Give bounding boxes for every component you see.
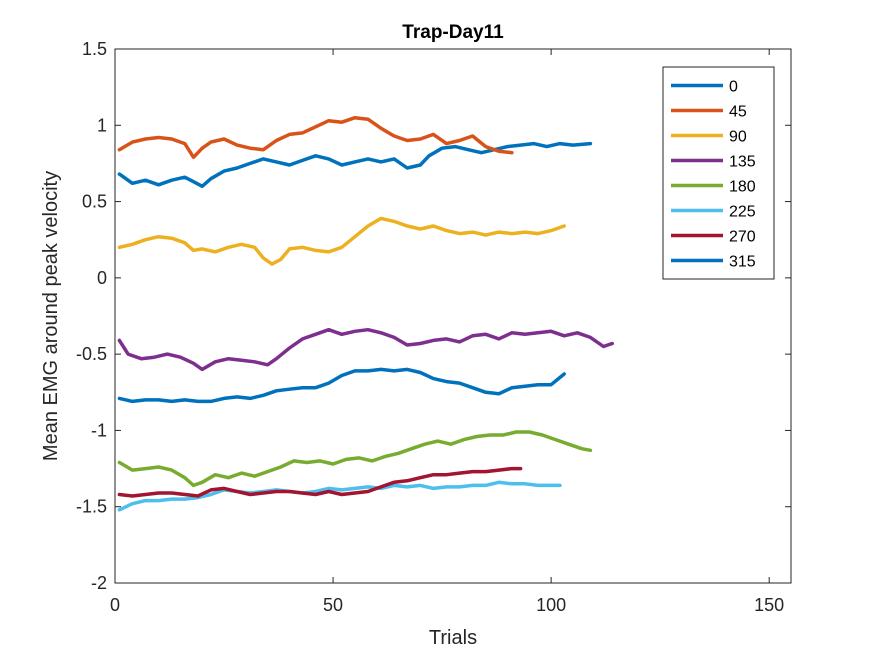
y-tick-label: 0.5 (82, 192, 107, 212)
axes-box (114, 48, 792, 584)
y-tick-label: -2 (91, 573, 107, 593)
series-group (117, 115, 614, 512)
x-tick-label: 150 (754, 595, 784, 615)
legend-label-0: 0 (729, 79, 738, 96)
legend-label-270: 270 (729, 229, 756, 246)
x-tick-label: 100 (536, 595, 566, 615)
y-tick-label: -1.5 (76, 497, 107, 517)
y-axis-label: Mean EMG around peak velocity (40, 171, 62, 461)
series-line-270 (117, 466, 523, 498)
legend: 0 45 90 135 180 225 270 315 (662, 66, 775, 280)
legend-label-45: 45 (729, 104, 747, 121)
series-line-225 (117, 480, 562, 512)
series-line-180 (117, 430, 593, 488)
series-line-0 (117, 141, 593, 189)
y-tick-label: 0 (97, 268, 107, 288)
chart-title: Trap-Day11 (402, 22, 504, 43)
legend-label-90: 90 (729, 129, 747, 146)
axes-group (114, 48, 792, 584)
y-tick-label: -1 (91, 420, 107, 440)
y-tick-label: -0.5 (76, 344, 107, 364)
legend-box (662, 66, 775, 280)
series-line-315 (117, 367, 566, 404)
x-tick-label: 50 (323, 595, 343, 615)
x-tick-label: 0 (110, 595, 120, 615)
y-tick-label: 1 (97, 115, 107, 135)
legend-label-225: 225 (729, 204, 756, 221)
x-tick-labels: 0 50 100 150 (110, 595, 784, 615)
legend-label-315: 315 (729, 254, 756, 271)
series-line-45 (117, 115, 514, 160)
series-line-90 (117, 216, 566, 266)
series-line-135 (117, 327, 614, 372)
legend-label-180: 180 (729, 179, 756, 196)
x-axis-label: Trials (429, 627, 477, 649)
y-tick-labels: -2 -1.5 -1 -0.5 0 0.5 1 1.5 (76, 39, 107, 593)
y-tick-label: 1.5 (82, 39, 107, 59)
legend-label-135: 135 (729, 154, 756, 171)
